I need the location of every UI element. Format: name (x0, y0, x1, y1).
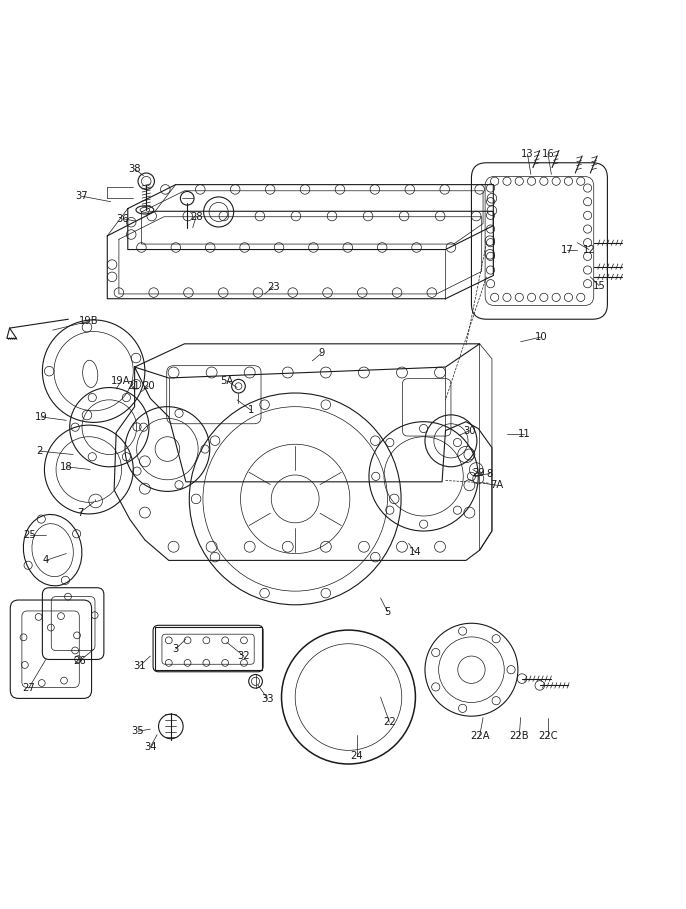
Text: 11: 11 (518, 429, 530, 439)
Text: 38: 38 (128, 164, 141, 174)
Text: 12: 12 (582, 245, 595, 255)
Text: 3: 3 (172, 644, 179, 654)
Text: 35: 35 (132, 726, 144, 736)
Text: 30: 30 (463, 425, 475, 435)
Text: 10: 10 (535, 332, 547, 342)
Text: 4: 4 (43, 555, 49, 565)
Text: 8: 8 (487, 469, 493, 479)
Text: 23: 23 (267, 282, 280, 292)
Text: 5A: 5A (220, 375, 233, 385)
Text: 19: 19 (34, 412, 47, 422)
Text: 29: 29 (472, 468, 484, 478)
Text: 7: 7 (77, 507, 83, 517)
Text: 9: 9 (318, 348, 324, 358)
Text: 5: 5 (384, 606, 390, 616)
Text: 2: 2 (36, 446, 42, 456)
Text: 36: 36 (117, 214, 130, 224)
Text: 27: 27 (23, 684, 35, 694)
Text: 37: 37 (75, 191, 88, 201)
Text: 28: 28 (190, 212, 202, 222)
Text: 22A: 22A (470, 731, 489, 741)
Text: 25: 25 (24, 530, 36, 540)
Text: 22: 22 (383, 717, 396, 727)
Text: 17: 17 (560, 245, 573, 255)
Text: 19B: 19B (79, 316, 99, 326)
Text: 1: 1 (248, 405, 254, 415)
Text: 7A: 7A (490, 480, 504, 490)
Text: 32: 32 (237, 651, 250, 661)
Text: 14: 14 (408, 546, 421, 556)
Text: 22C: 22C (538, 731, 558, 741)
Text: 24: 24 (351, 752, 363, 762)
Text: 18: 18 (60, 462, 73, 472)
Text: 13: 13 (521, 149, 534, 159)
Text: 21: 21 (127, 381, 140, 391)
Text: 31: 31 (133, 662, 145, 672)
Text: 20: 20 (142, 381, 154, 391)
Text: 34: 34 (144, 742, 156, 752)
Text: 22B: 22B (510, 731, 529, 741)
Text: 33: 33 (261, 694, 274, 704)
Text: 19A: 19A (111, 376, 131, 386)
Text: 16: 16 (541, 149, 554, 159)
Text: 15: 15 (593, 281, 606, 291)
Text: 26: 26 (73, 655, 86, 665)
